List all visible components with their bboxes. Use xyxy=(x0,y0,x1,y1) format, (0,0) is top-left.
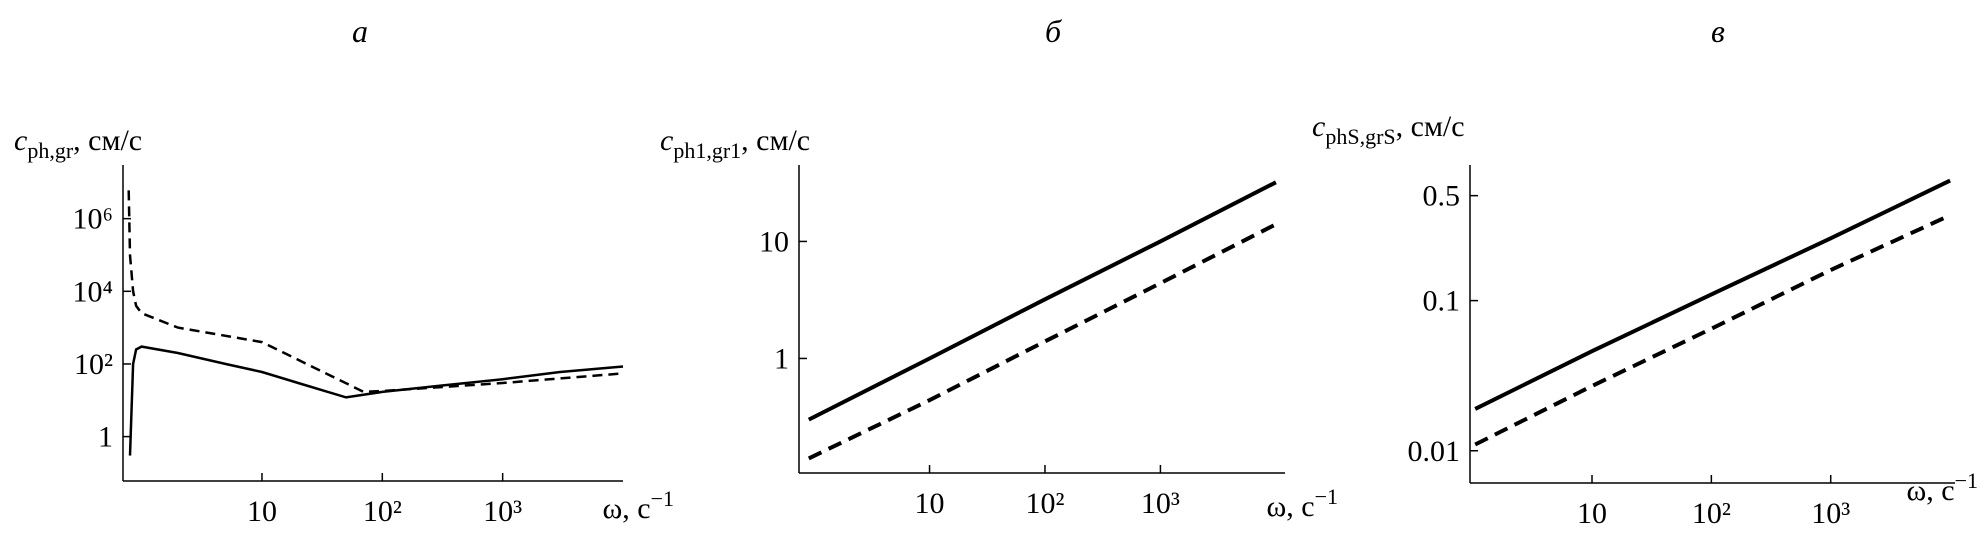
y-axis-label: cph,gr, см/с xyxy=(14,124,142,163)
x-label-superscript: −1 xyxy=(651,486,674,511)
y-label-unit: , см/с xyxy=(741,124,810,157)
y-axis-label: cph1,gr1, см/с xyxy=(660,124,810,163)
x-label-text: ω, с xyxy=(1907,474,1955,507)
y-label-symbol: c xyxy=(1312,110,1325,143)
line-series xyxy=(807,180,1277,422)
y-axis-label: cphS,grS, см/с xyxy=(1312,110,1465,149)
y-label-subscript: ph1,gr1 xyxy=(673,138,741,163)
y-label-unit: , см/с xyxy=(1396,110,1465,143)
x-tick-label: 10² xyxy=(1025,487,1064,520)
x-tick-label: 10 xyxy=(915,487,945,520)
line-series xyxy=(128,345,624,456)
x-label-superscript: −1 xyxy=(1315,484,1338,509)
y-tick-label: 10² xyxy=(74,348,113,381)
line-series xyxy=(807,222,1277,461)
x-tick-label: 10 xyxy=(247,495,277,528)
x-tick-label: 10³ xyxy=(1811,497,1850,530)
x-axis-label: ω, с−1 xyxy=(1907,468,1978,507)
y-label-symbol: c xyxy=(660,124,673,157)
y-label-symbol: c xyxy=(14,124,27,157)
x-label-superscript: −1 xyxy=(1955,468,1978,493)
y-label-subscript: ph,gr xyxy=(27,138,74,163)
x-tick-label: 10³ xyxy=(1141,487,1180,520)
x-axis-label: ω, с−1 xyxy=(603,486,674,525)
y-label-subscript: phS,grS xyxy=(1325,124,1395,149)
y-tick-label: 0.1 xyxy=(1423,285,1461,318)
x-axis-label: ω, с−1 xyxy=(1267,484,1338,523)
panel-title: в xyxy=(1711,13,1725,49)
y-label-unit: , см/с xyxy=(73,124,142,157)
y-tick-label: 10 xyxy=(759,225,789,258)
x-tick-label: 10³ xyxy=(483,495,522,528)
line-series xyxy=(1474,213,1951,447)
x-tick-label: 10² xyxy=(363,495,402,528)
line-series xyxy=(1474,178,1951,411)
y-tick-label: 0.01 xyxy=(1408,435,1461,468)
x-tick-label: 10² xyxy=(1692,497,1731,530)
x-label-text: ω, с xyxy=(603,492,651,525)
y-tick-label: 1 xyxy=(98,421,113,454)
line-series xyxy=(127,190,624,394)
x-label-text: ω, с xyxy=(1267,490,1315,523)
y-tick-label: 10⁶ xyxy=(73,203,113,236)
panel-title: а xyxy=(352,13,368,49)
panel-title: б xyxy=(1045,13,1062,49)
x-tick-label: 10 xyxy=(1577,497,1607,530)
y-tick-label: 0.5 xyxy=(1423,180,1461,213)
y-tick-label: 10⁴ xyxy=(73,275,113,308)
y-tick-label: 1 xyxy=(774,342,789,375)
